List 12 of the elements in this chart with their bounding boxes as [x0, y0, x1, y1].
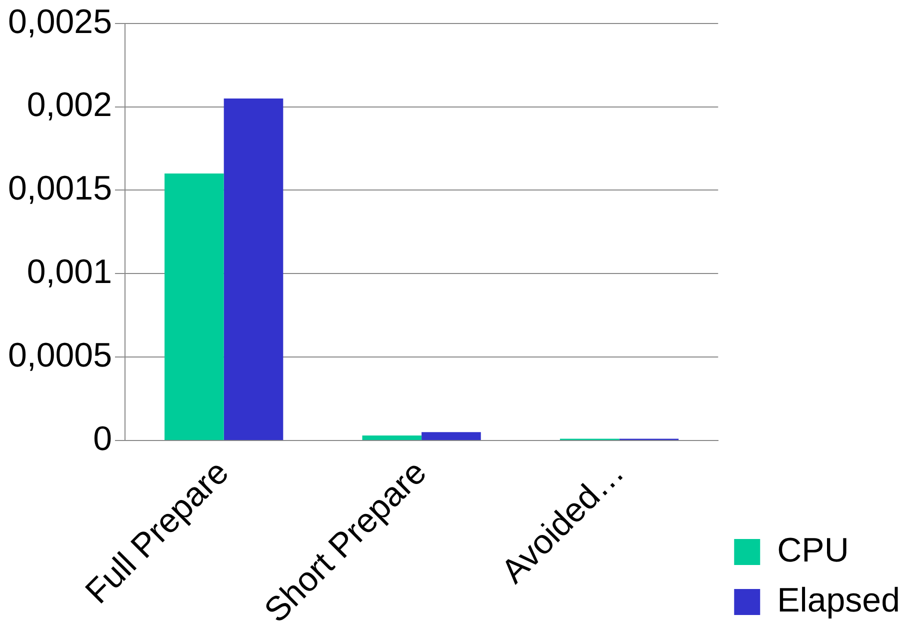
y-tick-label: 0,002 [26, 86, 112, 124]
y-tick-label: 0,0025 [8, 2, 112, 41]
bar [422, 432, 481, 440]
bar [224, 98, 284, 440]
bar [164, 174, 224, 440]
legend-label: CPU [777, 531, 849, 570]
y-tick-label: 0,0015 [8, 170, 112, 208]
y-tick-label: 0,0005 [8, 336, 112, 374]
y-tick-label: 0,001 [26, 253, 112, 292]
y-tick-label: 0 [93, 420, 112, 458]
legend-label: Elapsed [777, 581, 900, 620]
bar [362, 435, 422, 440]
